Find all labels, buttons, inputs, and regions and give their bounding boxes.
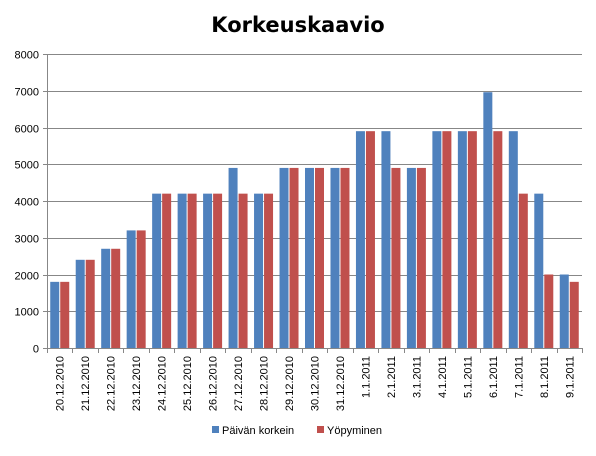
legend-swatch <box>212 426 219 433</box>
bar-paivan-korkein <box>483 92 493 348</box>
bar-paivan-korkein <box>330 167 340 348</box>
bar-yopyminen <box>111 248 121 348</box>
x-tick-label: 5.1.2011 <box>462 356 474 398</box>
bar-paivan-korkein <box>254 193 264 348</box>
bars <box>50 92 579 348</box>
bar-paivan-korkein <box>406 167 416 348</box>
bar-yopyminen <box>569 281 579 348</box>
bar-paivan-korkein <box>50 281 60 348</box>
bar-yopyminen <box>518 193 528 348</box>
bar-paivan-korkein <box>559 274 569 348</box>
legend-label: Yöpyminen <box>327 425 382 437</box>
x-tick-label: 22.12.2010 <box>106 356 118 411</box>
x-tick-label: 1.1.2011 <box>360 356 372 398</box>
x-tick-label: 25.12.2010 <box>182 356 194 411</box>
x-tick-label: 2.1.2011 <box>386 356 398 398</box>
x-axis: 20.12.2010 21.12.2010 22.12.2010 23.12.2010… <box>47 348 583 411</box>
bar-yopyminen <box>187 193 197 348</box>
x-tick-label: 31.12.2010 <box>335 356 347 411</box>
bar-yopyminen <box>213 193 223 348</box>
y-tick-label: 0 <box>33 344 39 356</box>
x-tick-label: 6.1.2011 <box>488 356 500 398</box>
bar-paivan-korkein <box>279 167 289 348</box>
bar-paivan-korkein <box>381 131 391 348</box>
legend: Päivän korkein Yöpyminen <box>212 425 382 437</box>
bar-yopyminen <box>315 167 324 348</box>
x-tick-label: 20.12.2010 <box>55 356 67 411</box>
gridlines <box>47 54 582 349</box>
bar-yopyminen <box>289 167 299 348</box>
bar-paivan-korkein <box>457 131 467 348</box>
chart-title: Korkeuskaavio <box>211 13 384 37</box>
bar-paivan-korkein <box>508 131 518 348</box>
y-tick-label: 3000 <box>15 234 39 246</box>
bar-yopyminen <box>365 131 375 348</box>
x-tick-label: 4.1.2011 <box>437 356 449 398</box>
bar-yopyminen <box>264 193 274 348</box>
bar-paivan-korkein <box>228 167 238 348</box>
bar-paivan-korkein <box>432 131 442 348</box>
x-tick-label: 23.12.2010 <box>131 356 143 411</box>
y-tick-label: 1000 <box>15 307 39 319</box>
bar-yopyminen <box>467 131 477 348</box>
legend-swatch <box>317 426 324 433</box>
y-axis: 0 1000 2000 3000 4000 5000 6000 7000 8000 <box>15 50 48 356</box>
bar-yopyminen <box>60 281 70 348</box>
bar-yopyminen <box>162 193 172 348</box>
x-tick-label: 24.12.2010 <box>157 356 169 411</box>
bar-yopyminen <box>544 274 554 348</box>
bar-paivan-korkein <box>126 230 136 348</box>
x-tick-label: 29.12.2010 <box>284 356 296 411</box>
legend-label: Päivän korkein <box>222 425 294 437</box>
x-tick-label: 3.1.2011 <box>411 356 423 398</box>
x-tick-label: 7.1.2011 <box>513 356 525 398</box>
bar-paivan-korkein <box>203 193 213 348</box>
bar-yopyminen <box>238 193 248 348</box>
bar-paivan-korkein <box>534 193 544 348</box>
y-tick-label: 7000 <box>15 87 39 99</box>
x-tick-label: 27.12.2010 <box>233 356 245 411</box>
y-tick-label: 4000 <box>15 197 39 209</box>
bar-paivan-korkein <box>75 259 85 348</box>
bar-yopyminen <box>416 167 426 348</box>
bar-paivan-korkein <box>101 248 111 348</box>
x-tick-label: 30.12.2010 <box>310 356 322 411</box>
bar-yopyminen <box>85 259 95 348</box>
y-tick-label: 2000 <box>15 271 39 283</box>
bar-paivan-korkein <box>177 193 187 348</box>
bar-paivan-korkein <box>152 193 162 348</box>
x-tick-label: 21.12.2010 <box>80 356 92 411</box>
bar-yopyminen <box>442 131 452 348</box>
x-tick-label: 28.12.2010 <box>259 356 271 411</box>
bar-paivan-korkein <box>355 131 365 348</box>
y-tick-label: 8000 <box>15 50 39 62</box>
bar-yopyminen <box>493 131 503 348</box>
y-tick-label: 6000 <box>15 124 39 136</box>
x-tick-label: 9.1.2011 <box>564 356 576 398</box>
bar-yopyminen <box>391 167 401 348</box>
y-tick-label: 5000 <box>15 160 39 172</box>
bar-yopyminen <box>340 167 350 348</box>
bar-yopyminen <box>136 230 146 348</box>
bar-paivan-korkein <box>305 167 314 348</box>
x-tick-label: 26.12.2010 <box>208 356 220 411</box>
x-tick-label: 8.1.2011 <box>539 356 551 398</box>
